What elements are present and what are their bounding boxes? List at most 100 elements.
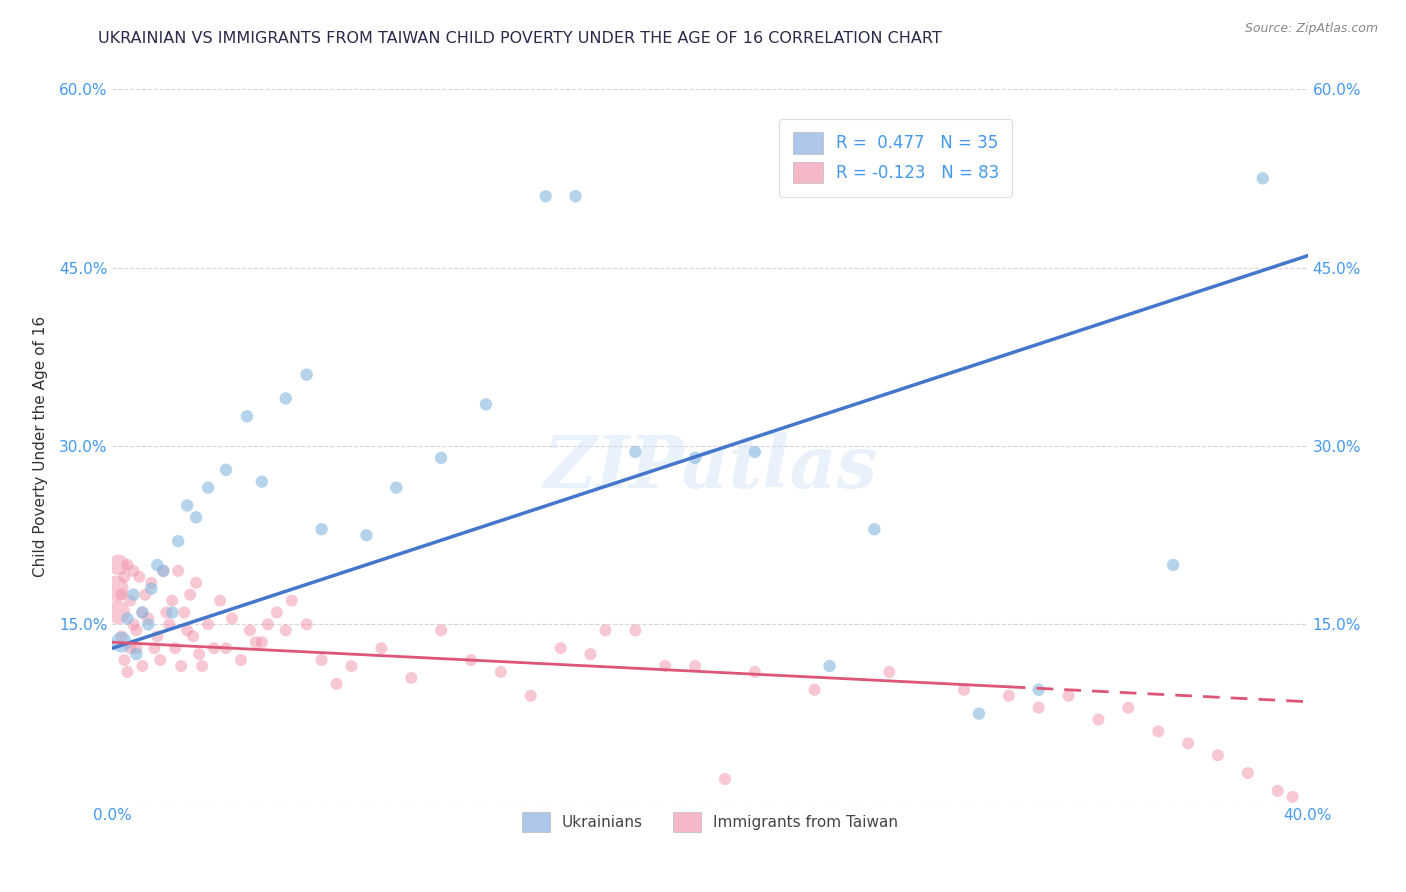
- Point: [197, 481, 219, 495]
- Point: [110, 635, 132, 649]
- Point: [274, 624, 297, 638]
- Point: [1028, 700, 1050, 714]
- Point: [155, 606, 177, 620]
- Point: [176, 624, 198, 638]
- Point: [430, 624, 453, 638]
- Point: [1057, 689, 1080, 703]
- Point: [1161, 558, 1184, 572]
- Point: [215, 641, 238, 656]
- Point: [209, 593, 232, 607]
- Point: [146, 629, 169, 643]
- Point: [245, 635, 267, 649]
- Point: [134, 588, 156, 602]
- Point: [744, 665, 766, 679]
- Point: [534, 189, 557, 203]
- Point: [340, 659, 363, 673]
- Point: [1118, 700, 1140, 714]
- Point: [953, 682, 976, 697]
- Point: [818, 659, 841, 673]
- Point: [188, 647, 211, 661]
- Point: [149, 653, 172, 667]
- Point: [107, 558, 129, 572]
- Point: [489, 665, 512, 679]
- Point: [157, 617, 180, 632]
- Point: [624, 624, 647, 638]
- Text: UKRAINIAN VS IMMIGRANTS FROM TAIWAN CHILD POVERTY UNDER THE AGE OF 16 CORRELATIO: UKRAINIAN VS IMMIGRANTS FROM TAIWAN CHIL…: [98, 31, 942, 46]
- Point: [863, 522, 886, 536]
- Point: [311, 653, 333, 667]
- Point: [176, 499, 198, 513]
- Point: [141, 582, 163, 596]
- Point: [998, 689, 1021, 703]
- Point: [191, 659, 214, 673]
- Point: [281, 593, 304, 607]
- Point: [162, 606, 183, 620]
- Point: [257, 617, 280, 632]
- Point: [143, 641, 166, 656]
- Point: [131, 606, 153, 620]
- Point: [186, 575, 208, 590]
- Point: [564, 189, 586, 203]
- Point: [595, 624, 617, 638]
- Point: [173, 606, 195, 620]
- Point: [120, 641, 142, 656]
- Point: [125, 624, 148, 638]
- Point: [1087, 713, 1109, 727]
- Point: [125, 647, 148, 661]
- Point: [311, 522, 333, 536]
- Point: [430, 450, 453, 465]
- Point: [165, 641, 187, 656]
- Point: [1147, 724, 1170, 739]
- Point: [146, 558, 169, 572]
- Point: [131, 659, 153, 673]
- Point: [401, 671, 423, 685]
- Point: [120, 593, 142, 607]
- Point: [475, 397, 498, 411]
- Point: [125, 641, 148, 656]
- Point: [266, 606, 288, 620]
- Point: [117, 665, 139, 679]
- Point: [162, 593, 183, 607]
- Text: ZIPatlas: ZIPatlas: [543, 432, 877, 503]
- Point: [683, 450, 706, 465]
- Point: [1251, 171, 1274, 186]
- Point: [131, 606, 153, 620]
- Point: [138, 611, 160, 625]
- Point: [520, 689, 543, 703]
- Point: [1237, 766, 1260, 780]
- Point: [1267, 784, 1289, 798]
- Point: [114, 653, 135, 667]
- Point: [181, 629, 204, 643]
- Point: [128, 570, 150, 584]
- Point: [215, 463, 238, 477]
- Point: [229, 653, 252, 667]
- Point: [197, 617, 219, 632]
- Point: [186, 510, 208, 524]
- Point: [138, 617, 160, 632]
- Point: [967, 706, 990, 721]
- Point: [170, 659, 193, 673]
- Point: [295, 368, 318, 382]
- Point: [236, 409, 259, 424]
- Point: [107, 606, 129, 620]
- Point: [114, 570, 135, 584]
- Point: [803, 682, 825, 697]
- Point: [117, 611, 139, 625]
- Point: [274, 392, 297, 406]
- Text: Source: ZipAtlas.com: Source: ZipAtlas.com: [1244, 22, 1378, 36]
- Point: [295, 617, 318, 632]
- Point: [1206, 748, 1229, 763]
- Point: [179, 588, 201, 602]
- Y-axis label: Child Poverty Under the Age of 16: Child Poverty Under the Age of 16: [32, 316, 48, 576]
- Point: [167, 534, 190, 549]
- Point: [122, 617, 145, 632]
- Point: [460, 653, 482, 667]
- Point: [550, 641, 572, 656]
- Point: [141, 575, 163, 590]
- Point: [744, 445, 766, 459]
- Point: [202, 641, 225, 656]
- Point: [579, 647, 602, 661]
- Point: [104, 582, 127, 596]
- Point: [370, 641, 392, 656]
- Point: [1028, 682, 1050, 697]
